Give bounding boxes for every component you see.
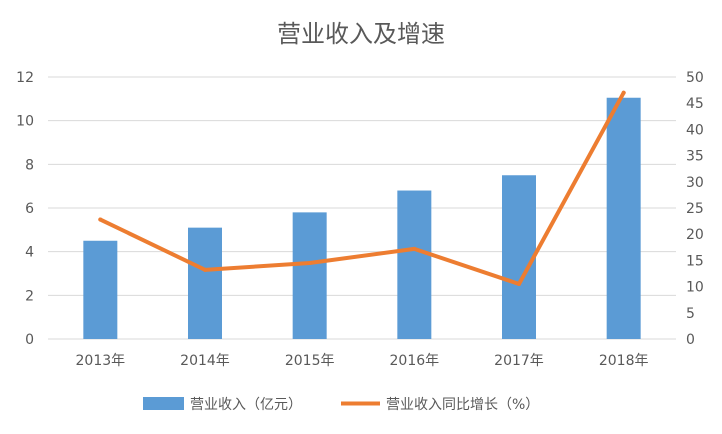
axis-layer: 0 2 4 6 8 10 12 0 5 10 15 20 25 30 35 40 45 50 2013年 2014年 2…	[16, 70, 704, 369]
line-point	[621, 90, 626, 95]
bar	[606, 97, 641, 339]
y-right-tick-label: 40	[686, 122, 704, 138]
line-point	[412, 246, 417, 251]
legend-bar-swatch	[143, 397, 184, 410]
y-left-tick-label: 0	[25, 332, 34, 348]
y-right-tick-label: 30	[686, 175, 704, 191]
y-right-tick-label: 20	[686, 227, 704, 243]
line-layer	[98, 90, 626, 286]
line-series	[98, 90, 626, 286]
y-left-tick-label: 4	[25, 245, 34, 261]
bar	[188, 227, 222, 339]
y-right-tick-label: 35	[686, 149, 704, 165]
x-tick-label: 2014年	[180, 353, 230, 369]
bar	[397, 190, 432, 339]
x-tick-label: 2015年	[285, 353, 335, 369]
line-point	[203, 267, 207, 272]
line-point	[517, 281, 521, 286]
x-tick-label: 2016年	[390, 353, 440, 369]
bar	[502, 175, 536, 339]
line-point	[98, 217, 103, 222]
chart-title: 营业收入及增速	[277, 20, 445, 48]
y-left-tick-label: 8	[25, 157, 34, 173]
x-tick-label: 2013年	[76, 353, 126, 369]
y-left-tick-label: 12	[16, 70, 34, 86]
y-right-tick-label: 15	[686, 253, 704, 269]
y-left-tick-label: 2	[25, 288, 34, 304]
legend-layer: 营业收入（亿元） 营业收入同比增长（%）	[143, 397, 539, 413]
bar	[292, 212, 327, 339]
x-tick-label: 2017年	[494, 353, 544, 369]
y-right-tick-label: 25	[686, 201, 704, 217]
bar-layer	[83, 97, 641, 339]
y-right-tick-label: 50	[686, 70, 704, 86]
bar	[83, 240, 118, 339]
y-right-tick-label: 0	[686, 332, 695, 348]
y-left-tick-label: 10	[16, 114, 34, 130]
y-right-tick-label: 5	[686, 306, 695, 322]
y-left-tick-label: 6	[25, 201, 34, 217]
y-right-tick-label: 10	[686, 280, 704, 296]
legend-line-label: 营业收入同比增长（%）	[386, 397, 539, 413]
x-tick-label: 2018年	[599, 353, 649, 369]
line-point	[307, 261, 312, 266]
y-right-tick-label: 45	[686, 96, 704, 112]
grid-layer	[48, 76, 676, 340]
legend-bar-label: 营业收入（亿元）	[190, 397, 302, 413]
